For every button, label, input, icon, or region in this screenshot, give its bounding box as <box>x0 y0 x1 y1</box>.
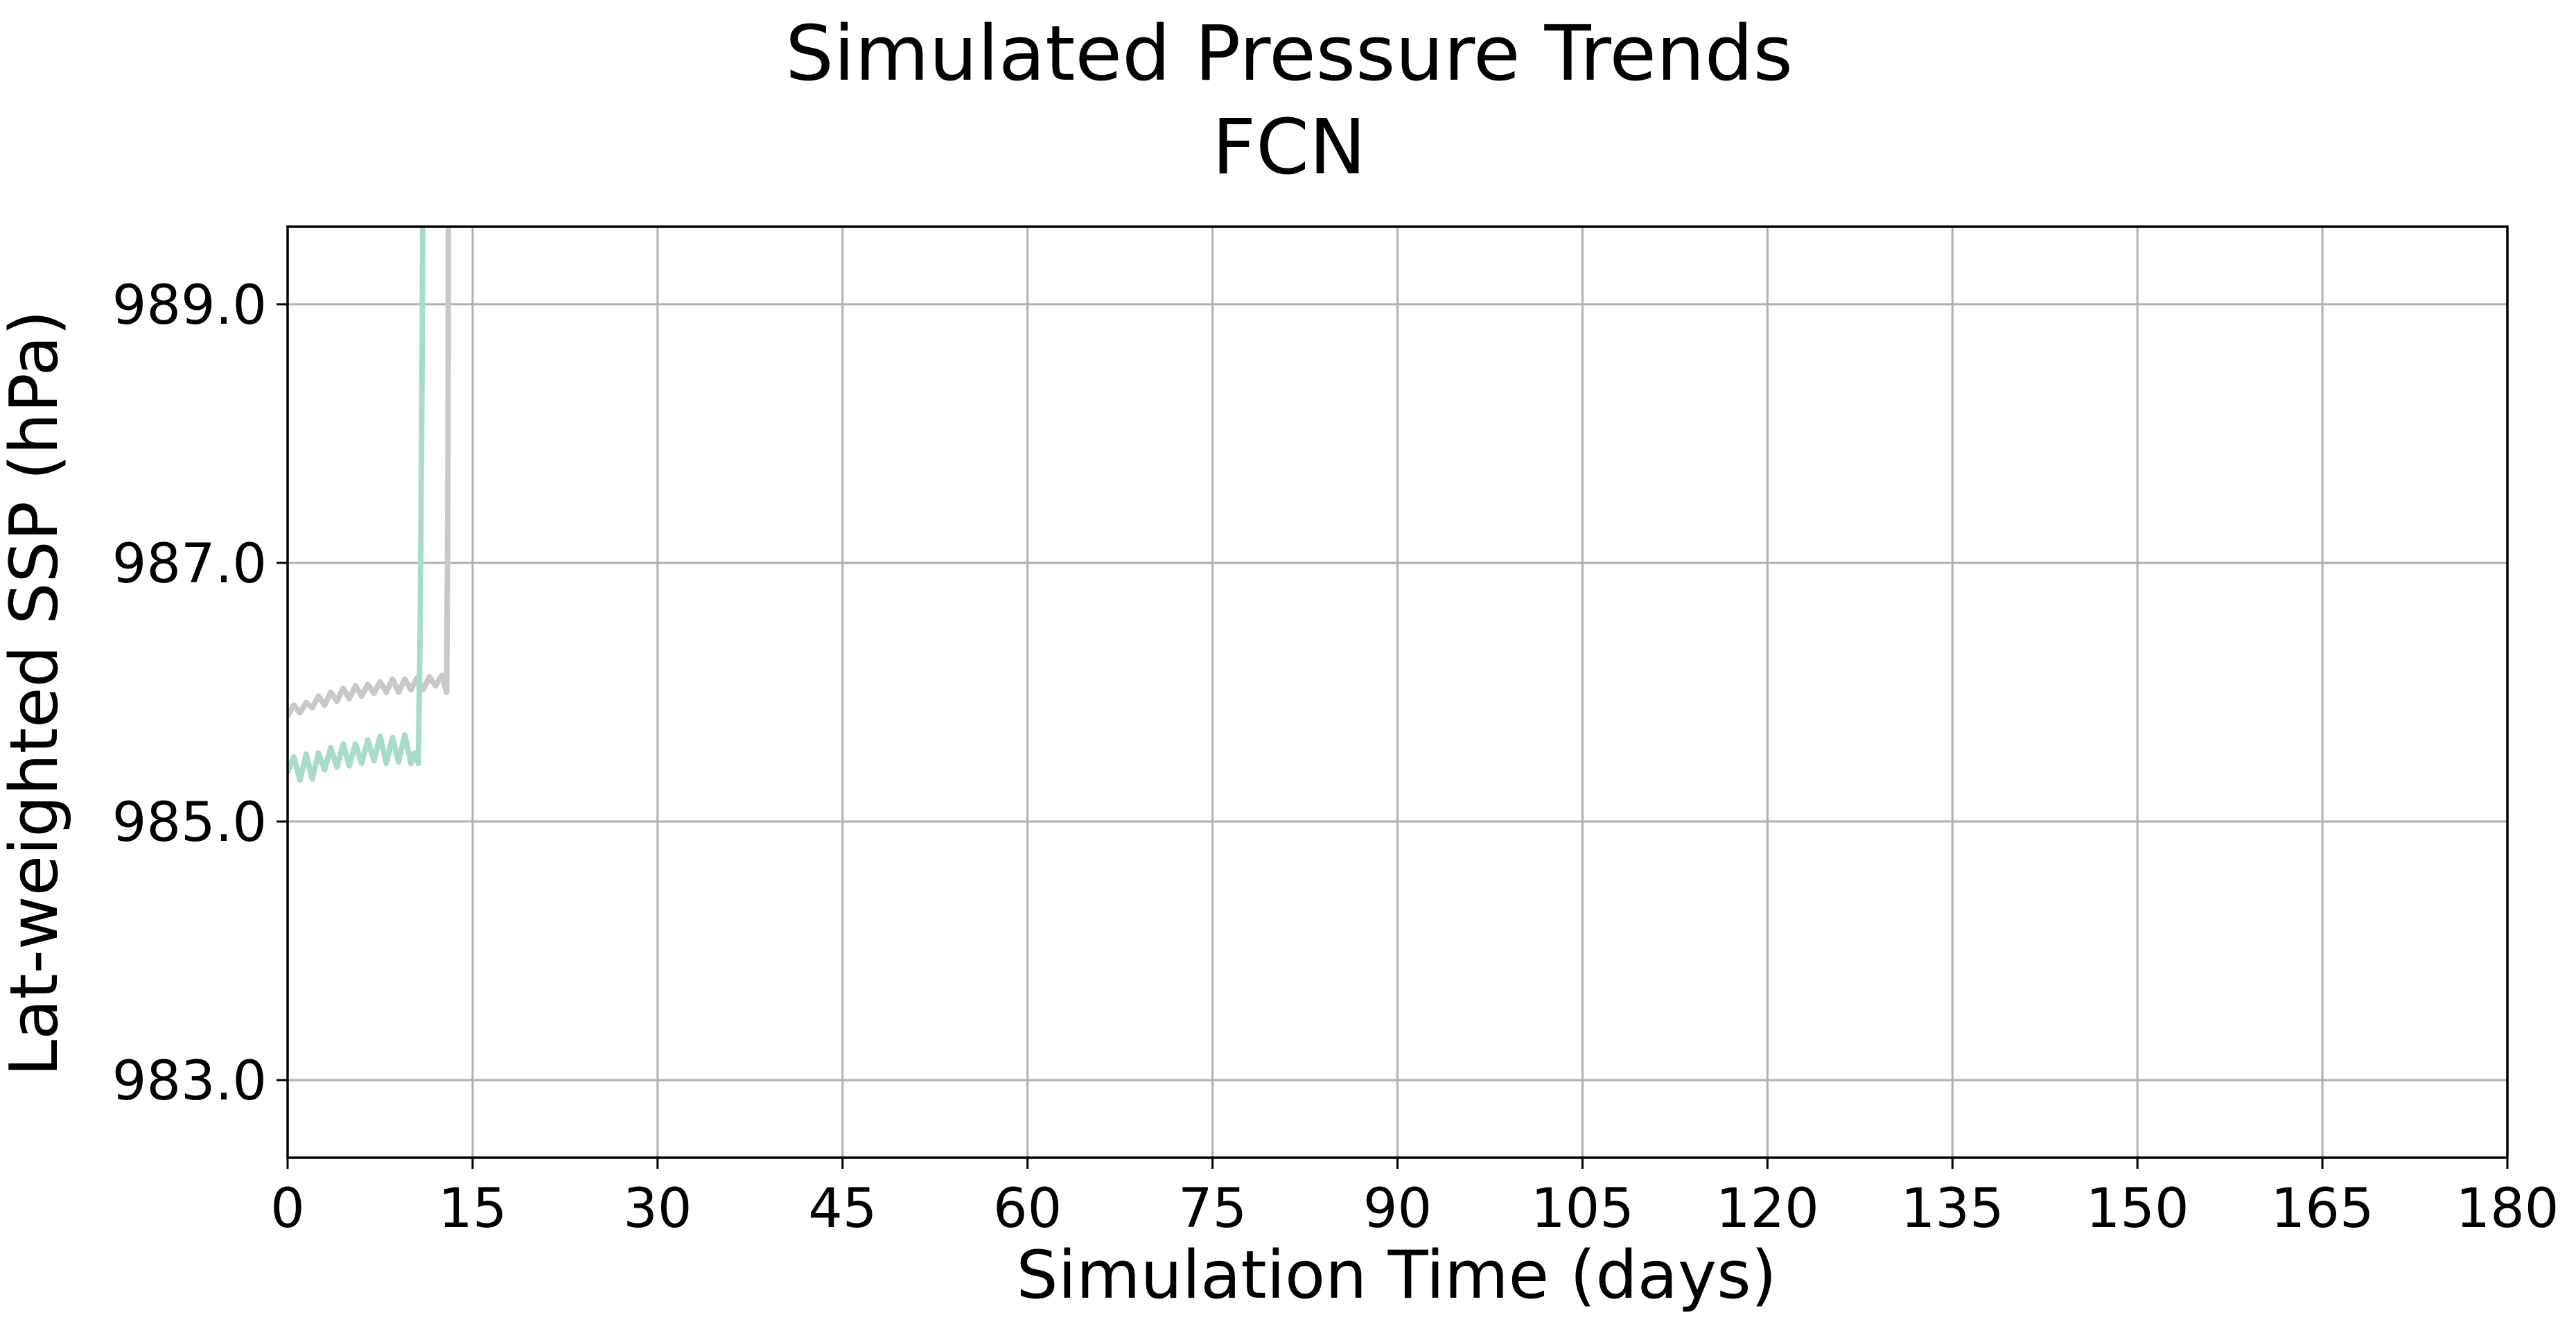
x-tick-label: 165 <box>2271 1178 2374 1240</box>
x-tick-label: 75 <box>1178 1178 1247 1240</box>
x-tick-label: 30 <box>623 1178 692 1240</box>
y-tick-label: 983.0 <box>112 1050 267 1113</box>
grid <box>286 227 2509 1158</box>
series-lines <box>288 227 451 783</box>
x-tick-label: 150 <box>2086 1178 2189 1240</box>
x-tick-label: 60 <box>993 1178 1062 1240</box>
y-axis-label: Lat-weighted SSP (hPa) <box>0 310 73 1077</box>
x-tick-label: 15 <box>438 1178 507 1240</box>
x-tick-label: 105 <box>1531 1178 1634 1240</box>
x-axis-label: Simulation Time (days) <box>1016 1237 1776 1314</box>
y-axis-ticks: 983.0 985.0 987.0 989.0 <box>112 275 288 1113</box>
series-line-2 <box>288 227 426 783</box>
series-line-1 <box>288 227 451 719</box>
x-tick-label: 180 <box>2456 1178 2559 1240</box>
x-tick-label: 45 <box>808 1178 877 1240</box>
y-tick-label: 987.0 <box>112 533 267 595</box>
x-tick-label: 120 <box>1716 1178 1819 1240</box>
chart-title: Simulated Pressure Trends <box>785 9 1793 98</box>
x-tick-label: 90 <box>1363 1178 1432 1240</box>
x-axis-ticks: 0 15 30 45 60 75 90 105 120 135 150 165 180 <box>270 1158 2559 1240</box>
x-tick-label: 0 <box>270 1178 305 1240</box>
y-tick-label: 989.0 <box>112 275 267 337</box>
y-tick-label: 985.0 <box>112 792 267 854</box>
chart-subtitle: FCN <box>1212 103 1366 191</box>
x-tick-label: 135 <box>1901 1178 2004 1240</box>
